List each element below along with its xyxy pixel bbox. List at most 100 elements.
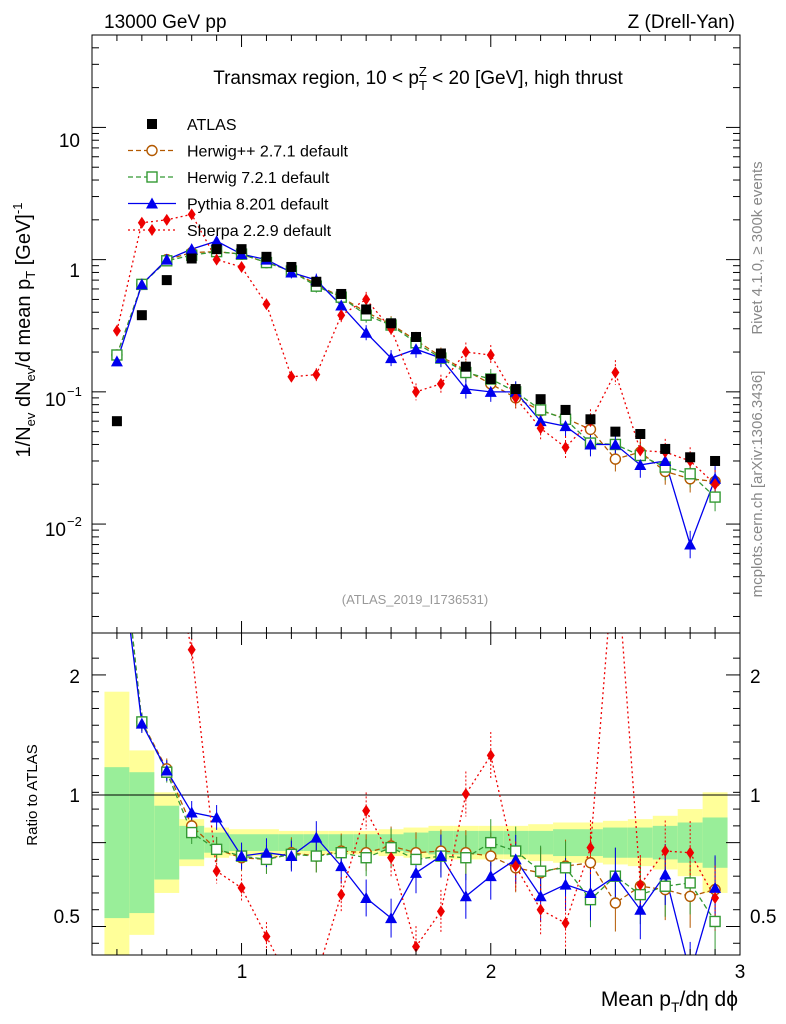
ratio-series-3-point-22 — [659, 868, 672, 880]
axis-ticks — [92, 34, 740, 955]
ratio-series-2-point-4 — [210, 843, 223, 856]
ratio-tick-label-1: 1 — [69, 786, 80, 807]
ratio-series-4-point-22 — [661, 845, 670, 858]
y-tick-label-10e-2-exp: −2 — [67, 514, 82, 529]
title-sup-z: Z — [419, 64, 427, 79]
atlas-point-16 — [510, 384, 521, 395]
title-part-1: Transmax region, 10 < p — [213, 68, 419, 89]
series-4-point-3 — [187, 208, 196, 221]
series-4-point-17 — [536, 422, 545, 435]
ratio-series-2-point-0 — [112, 485, 122, 495]
series-3-point-19 — [584, 438, 597, 450]
series-4-point-4 — [212, 253, 221, 266]
ratio-series-2-point-23 — [684, 877, 696, 889]
title-part-2: < 20 [GeV], high thrust — [427, 68, 624, 89]
series-3-point-10 — [360, 326, 373, 338]
ratio-series-3-point-4 — [210, 811, 223, 823]
series-4-point-12 — [412, 385, 420, 398]
ratio-series-2-point-11 — [385, 841, 397, 854]
y-label-sub-t: T — [23, 271, 38, 279]
ratio-tick-label-1-right: 1 — [750, 786, 761, 807]
ratio-uncertainty-bands — [104, 691, 728, 955]
series-4-point-5 — [237, 260, 246, 273]
atlas-point-1 — [136, 310, 147, 321]
series-4-point-9 — [337, 309, 346, 322]
ratio-series-1-point-23 — [684, 890, 696, 903]
ratio-series-2-point-21 — [634, 888, 647, 901]
series-4-point-10 — [362, 293, 371, 306]
series-4-point-14 — [461, 346, 470, 359]
atlas-point-20 — [610, 426, 621, 437]
band-inner-21 — [627, 827, 653, 858]
series-3-point-15 — [484, 385, 497, 397]
atlas-point-15 — [485, 374, 496, 385]
legend-label-1: Herwig++ 2.7.1 default — [187, 144, 349, 161]
ratio-series-4-point-20 — [611, 535, 619, 547]
series-3-point-17 — [534, 415, 547, 427]
legend-marker-1 — [146, 144, 158, 157]
atlas-point-11 — [386, 318, 397, 329]
series-3-point-20 — [609, 438, 622, 450]
ratio-plot-series — [112, 485, 722, 955]
ratio-series-2-point-12 — [410, 853, 422, 866]
y-label-a: 1/N — [13, 426, 35, 457]
ratio-series-2-point-3 — [185, 826, 198, 839]
ratio-series-3-point-6 — [260, 846, 273, 858]
atlas-point-3 — [186, 253, 197, 264]
y-label-sub-ev1: ev — [23, 412, 38, 426]
series-4-point-16 — [511, 391, 520, 404]
atlas-point-21 — [635, 428, 646, 439]
ratio-tick-label-0.5: 0.5 — [54, 907, 80, 928]
ratio-series-4-point-9 — [337, 888, 346, 901]
legend-label-0: ATLAS — [187, 117, 237, 134]
ratio-series-1-point-20 — [609, 897, 622, 909]
series-3-point-9 — [335, 299, 348, 311]
ratio-series-3-point-16 — [509, 853, 522, 865]
main-plot-series — [110, 208, 722, 559]
y-tick-label-10e-2-base: 10 — [45, 520, 66, 541]
series-3-point-0 — [110, 355, 123, 367]
legend-label-3: Pythia 8.201 default — [187, 197, 329, 214]
x-axis-label-part-1: Mean p — [601, 988, 671, 1011]
y-label-c: /d mean p — [13, 279, 35, 368]
atlas-point-22 — [660, 443, 671, 454]
ratio-series-3-point-7 — [285, 850, 298, 862]
series-4-point-2 — [162, 213, 171, 226]
atlas-point-19 — [585, 414, 596, 425]
ratio-series-3-point-11 — [385, 912, 398, 924]
series-2-line — [116, 250, 716, 498]
series-2-point-17 — [534, 404, 547, 416]
ratio-series-4-point-24 — [711, 891, 720, 904]
ratio-series-4-point-18 — [561, 917, 570, 930]
legend-label-4: Sherpa 2.2.9 default — [187, 223, 332, 240]
ratio-series-3-point-13 — [434, 850, 447, 862]
series-3-point-18 — [559, 420, 572, 432]
series-4-point-0 — [112, 324, 121, 337]
atlas-point-12 — [411, 331, 421, 342]
x-axis-label-part-2: /dη dϕ — [680, 988, 738, 1011]
y-tick-label-10e-1-exp: −1 — [67, 384, 82, 399]
ratio-series-2-point-14 — [460, 852, 472, 864]
series-3-point-2 — [160, 253, 173, 265]
ratio-series-4-point-5 — [237, 881, 246, 894]
series-4-point-21 — [636, 444, 645, 457]
atlas-point-5 — [236, 244, 247, 255]
mcplots-label: mcplots.cern.ch [arXiv:1306.3436] — [749, 371, 766, 598]
ratio-series-2-point-9 — [335, 846, 347, 859]
atlas-point-2 — [161, 275, 172, 286]
atlas-point-23 — [685, 452, 696, 463]
series-4-point-13 — [436, 377, 445, 390]
series-3-point-21 — [634, 458, 647, 470]
ratio-series-4-point-10 — [362, 804, 371, 817]
header-left-label: 13000 GeV pp — [104, 12, 227, 33]
series-4-point-6 — [262, 298, 271, 311]
ratio-series-1-point-15 — [485, 850, 497, 862]
ratio-series-4-point-6 — [262, 930, 271, 943]
ratio-series-4-point-17 — [536, 903, 545, 916]
y-tick-label-1: 1 — [69, 261, 80, 282]
ratio-series-4-point-19 — [586, 841, 595, 854]
y-tick-label-10e-2: 10 −2 — [45, 514, 82, 541]
ratio-series-3-point-3 — [185, 806, 198, 818]
ratio-series-2-point-22 — [659, 880, 671, 892]
series-4-point-8 — [312, 368, 321, 381]
